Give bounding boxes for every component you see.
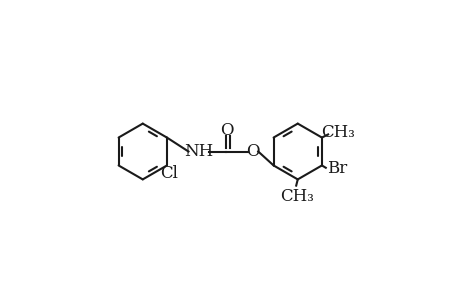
Text: O: O (219, 122, 233, 139)
Text: CH₃: CH₃ (320, 124, 354, 141)
Text: CH₃: CH₃ (280, 188, 313, 205)
Text: NH: NH (184, 143, 213, 160)
Text: Br: Br (326, 160, 347, 177)
Text: Cl: Cl (160, 165, 178, 182)
Text: O: O (246, 143, 259, 160)
